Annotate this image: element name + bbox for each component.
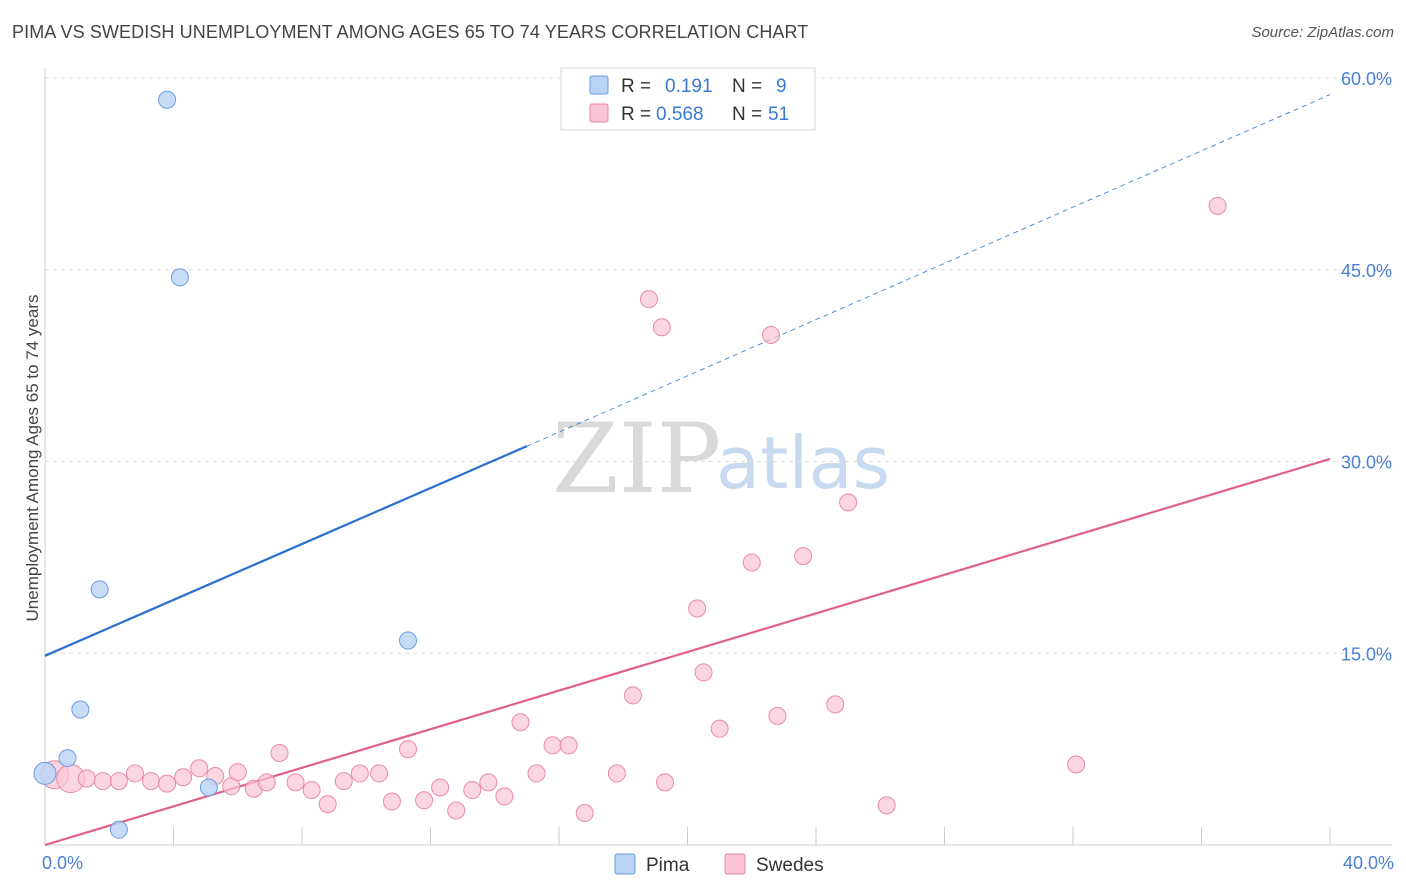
chart-title: PIMA VS SWEDISH UNEMPLOYMENT AMONG AGES …: [12, 22, 809, 42]
x-tick-label: 0.0%: [42, 853, 83, 873]
watermark-zip: ZIP: [552, 403, 721, 515]
legend-swatch-pima: [589, 75, 609, 95]
swedes-point: [350, 764, 369, 783]
swedes-point: [639, 290, 658, 309]
pima-point: [71, 700, 90, 719]
swedes-point: [1208, 196, 1227, 215]
swedes-point: [826, 695, 845, 714]
swedes-point: [839, 493, 858, 512]
pima-point: [199, 778, 218, 797]
swedes-point: [495, 787, 514, 806]
legend-n-value: 51: [768, 104, 789, 125]
swedes-point: [1067, 755, 1086, 774]
axes: [44, 68, 1392, 846]
swedes-point: [447, 801, 466, 820]
pima-point: [399, 631, 418, 650]
swedes-point: [399, 740, 418, 759]
legend-n-value: 9: [776, 76, 787, 97]
pima-point: [158, 90, 177, 109]
swedes-point: [318, 795, 337, 814]
y-tick-label: 45.0%: [1341, 261, 1392, 281]
swedes-point: [302, 781, 321, 800]
source-credit: Source: ZipAtlas.com: [1251, 24, 1394, 41]
swedes-point: [431, 778, 450, 797]
pima-point: [109, 820, 128, 839]
pima-point: [58, 749, 77, 768]
swedes-point: [511, 713, 530, 732]
tick-labels: 15.0% 30.0% 45.0% 60.0% 0.0% 40.0%: [42, 69, 1394, 873]
bottom-legend: Pima Swedes: [614, 853, 824, 876]
swedes-point: [543, 736, 562, 755]
swedes-point: [607, 764, 626, 783]
watermark-atlas: atlas: [716, 421, 890, 505]
swedes-point: [694, 663, 713, 682]
swedes-point: [463, 781, 482, 800]
swedes-point: [109, 772, 128, 791]
data-points: [33, 90, 1227, 839]
swedes-point: [762, 325, 781, 344]
y-axis-label: Unemployment Among Ages 65 to 74 years: [23, 295, 42, 622]
swedes-point: [656, 773, 675, 792]
swedes-point: [575, 804, 594, 823]
y-tick-label: 60.0%: [1341, 69, 1392, 89]
swedes-point: [382, 792, 401, 811]
bottom-legend-label-pima: Pima: [646, 855, 690, 876]
bottom-legend-swatch-pima: [614, 853, 636, 875]
legend-r-label: R =: [621, 104, 651, 125]
swedes-point: [142, 772, 161, 791]
swedes-point: [559, 736, 578, 755]
swedes-point: [527, 764, 546, 783]
swedes-point: [794, 547, 813, 566]
swedes-point: [125, 764, 144, 783]
swedes-point: [710, 719, 729, 738]
legend-n-label: N =: [732, 104, 762, 125]
y-tick-label: 30.0%: [1341, 453, 1392, 473]
swedes-point: [742, 553, 761, 572]
swedes-point: [877, 796, 896, 815]
bottom-legend-swatch-swedes: [724, 853, 746, 875]
swedes-point: [190, 759, 209, 778]
swedes-point: [688, 599, 707, 618]
swedes-point: [77, 769, 96, 788]
pima-trend-line: [44, 445, 528, 657]
pima-point: [33, 761, 57, 785]
swedes-point: [768, 706, 787, 725]
bottom-legend-label-swedes: Swedes: [756, 855, 824, 876]
y-tick-label: 15.0%: [1341, 644, 1392, 664]
swedes-point: [370, 764, 389, 783]
legend-n-label: N =: [732, 76, 762, 97]
swedes-point: [228, 763, 247, 782]
legend-r-value: 0.568: [656, 104, 704, 125]
swedes-point: [334, 772, 353, 791]
swedes-point: [270, 743, 289, 762]
pima-point: [170, 268, 189, 287]
pima-trend-extension: [526, 94, 1331, 447]
swedes-point: [158, 774, 177, 793]
legend: R = 0.191 N = 9 R = 0.568 N = 51: [560, 67, 816, 131]
swedes-point: [93, 772, 112, 791]
swedes-point: [257, 773, 276, 792]
swedes-point: [415, 791, 434, 810]
legend-r-value: 0.191: [665, 76, 713, 97]
legend-swatch-swedes: [589, 103, 609, 123]
swedes-point: [623, 686, 642, 705]
swedes-point: [286, 773, 305, 792]
x-tick-label: 40.0%: [1343, 853, 1394, 873]
swedes-point: [652, 318, 671, 337]
legend-r-label: R =: [621, 76, 651, 97]
pima-point: [90, 580, 109, 599]
swedes-point: [479, 773, 498, 792]
grid-lines: [45, 77, 1392, 654]
swedes-point: [174, 768, 193, 787]
